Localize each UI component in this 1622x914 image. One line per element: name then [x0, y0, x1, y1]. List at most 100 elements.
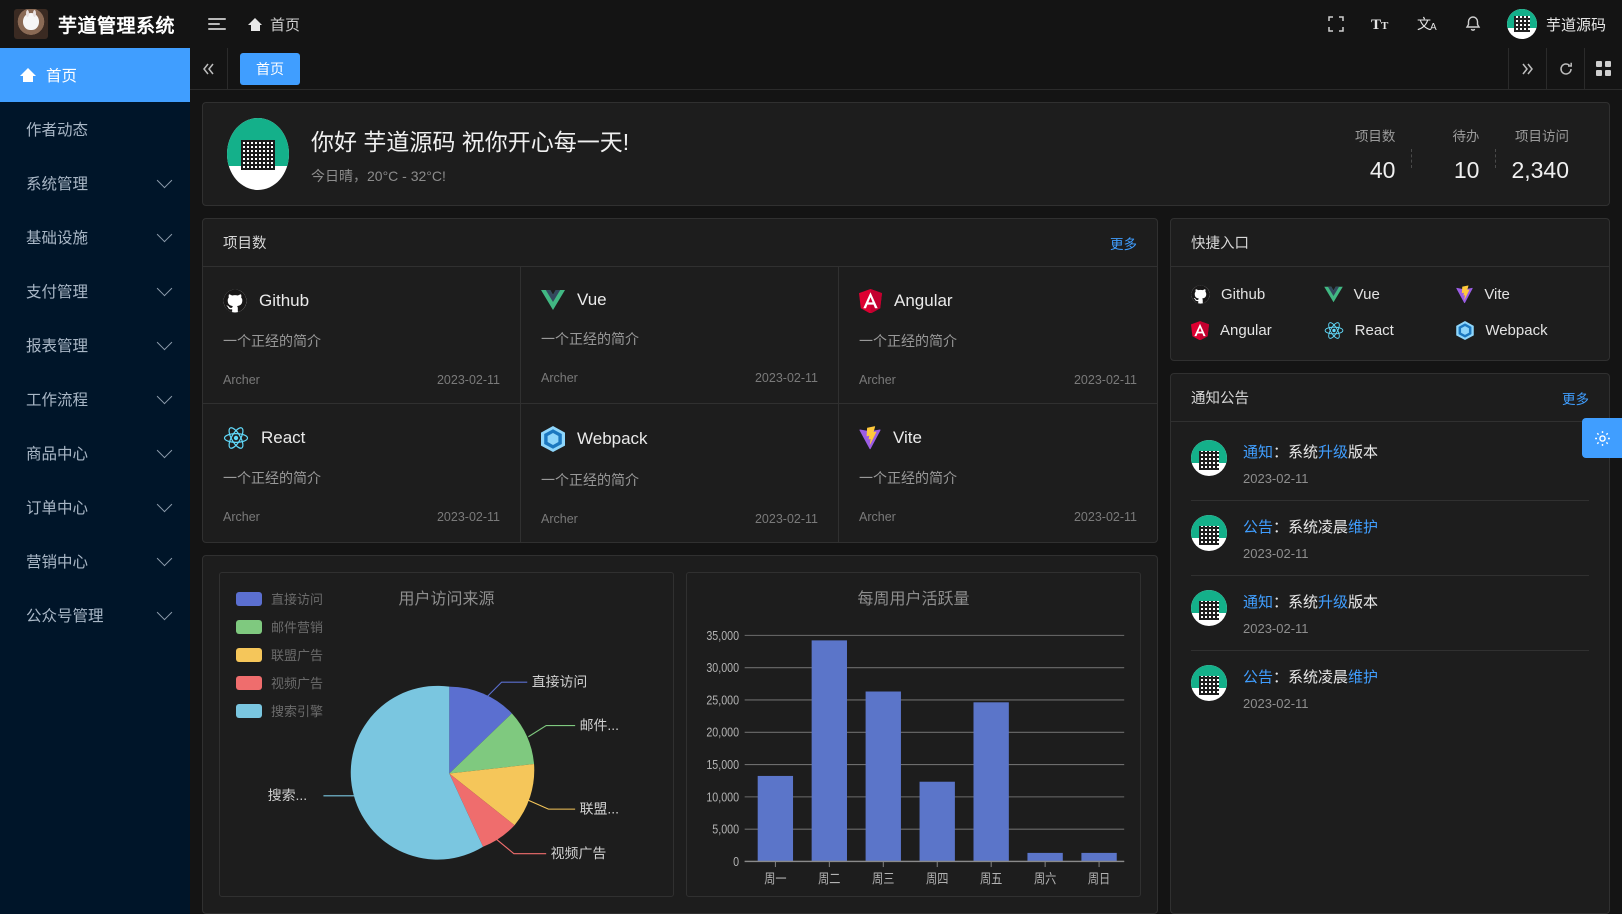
welcome-avatar: [227, 118, 289, 190]
sidebar-item-marketing[interactable]: 营销中心: [0, 534, 190, 588]
brand-title: 芋道管理系统: [58, 15, 176, 37]
stat-value: 10: [1453, 156, 1480, 183]
quick-entry-webpack[interactable]: Webpack: [1456, 321, 1589, 340]
project-card-vite[interactable]: Vite 一个正经的简介 Archer 2023-02-11: [839, 404, 1157, 542]
svg-text:20,000: 20,000: [706, 725, 739, 740]
svg-text:周六: 周六: [1034, 872, 1056, 887]
legend-swatch: [236, 619, 262, 634]
notice-title: 公告：系统凌晨维护: [1243, 666, 1378, 687]
notice-sep: ：系统: [1273, 594, 1319, 611]
project-card-react[interactable]: React 一个正经的简介 Archer 2023-02-11: [203, 404, 521, 542]
legend-label: 直接访问: [271, 592, 324, 607]
project-card-angular[interactable]: Angular 一个正经的简介 Archer 2023-02-11: [839, 267, 1157, 404]
github-icon: [223, 289, 247, 313]
sidebar-item-report[interactable]: 报表管理: [0, 318, 190, 372]
legend-label: 联盟广告: [271, 648, 324, 663]
notice-avatar: [1191, 665, 1227, 701]
notice-item[interactable]: 公告：系统凌晨维护 2023-02-11: [1191, 651, 1589, 725]
stat-projects: 项目数 40: [1327, 125, 1411, 184]
notice-item[interactable]: 通知：系统升级版本 2023-02-11: [1191, 576, 1589, 651]
notice-item[interactable]: 通知：系统升级版本 2023-02-11: [1191, 426, 1589, 501]
sidebar-item-label: 营销中心: [26, 554, 89, 571]
pie-label-video: 视频广告: [551, 845, 607, 861]
fullscreen-icon[interactable]: [1327, 15, 1345, 33]
notices-more-link[interactable]: 更多: [1562, 391, 1589, 407]
notice-avatar: [1191, 440, 1227, 476]
sidebar-item-workflow[interactable]: 工作流程: [0, 372, 190, 426]
sidebar-item-order[interactable]: 订单中心: [0, 480, 190, 534]
notice-prefix: 公告: [1243, 669, 1274, 686]
project-date: 2023-02-11: [436, 373, 500, 387]
pie-slice-search: [350, 685, 484, 860]
topbar: 首页 T T 文 A: [190, 0, 1622, 48]
project-date: 2023-02-11: [754, 371, 818, 385]
quick-entry-vite[interactable]: Vite: [1456, 285, 1589, 304]
quick-entry-card: 快捷入口 Github: [1170, 218, 1610, 361]
bar-series: [757, 640, 1117, 862]
notice-item[interactable]: 公告：系统凌晨维护 2023-02-11: [1191, 501, 1589, 576]
chevron-down-icon: [156, 442, 173, 459]
react-icon: [1324, 322, 1343, 339]
sidebar-item-product[interactable]: 商品中心: [0, 426, 190, 480]
legend-item[interactable]: 直接访问: [236, 589, 323, 608]
tab-home[interactable]: 首页: [240, 52, 300, 85]
legend-item[interactable]: 搜索引擎: [236, 701, 323, 720]
bar-xticks: [774, 861, 1100, 868]
sidebar-item-label: 报表管理: [26, 338, 89, 355]
project-author: Archer: [859, 510, 896, 524]
sidebar-item-system[interactable]: 系统管理: [0, 156, 190, 210]
notice-suffix: 版本: [1348, 594, 1379, 611]
project-card-vue[interactable]: Vue 一个正经的简介 Archer 2023-02-11: [521, 267, 839, 404]
grid-icon[interactable]: [1584, 48, 1622, 89]
sidebar-item-home[interactable]: 首页: [0, 48, 190, 102]
home-icon: [20, 68, 36, 82]
angular-icon: [1191, 321, 1209, 340]
sidebar-item-payment[interactable]: 支付管理: [0, 264, 190, 318]
hamburger-icon[interactable]: [208, 17, 226, 31]
legend-item[interactable]: 联盟广告: [236, 645, 323, 664]
chevron-down-icon: [156, 388, 173, 405]
react-icon: [223, 427, 249, 449]
quick-entry-angular[interactable]: Angular: [1191, 321, 1324, 340]
project-desc: 一个正经的简介: [859, 333, 957, 349]
welcome-banner: 你好 芋道源码 祝你开心每一天! 今日晴，20°C - 32°C! 项目数 40…: [202, 102, 1610, 206]
home-icon: [248, 17, 263, 31]
notice-highlight: 升级: [1318, 594, 1349, 611]
quick-entry-vue[interactable]: Vue: [1323, 285, 1457, 304]
sidebar-item-infra[interactable]: 基础设施: [0, 210, 190, 264]
projects-more-link[interactable]: 更多: [1110, 236, 1137, 252]
legend-label: 邮件营销: [271, 620, 324, 635]
bar-svg-wrap: 35,000 30,000 25,000 20,000 15,000 10,00…: [687, 573, 1140, 896]
tabs-expand-right-icon[interactable]: [1508, 48, 1546, 89]
sidebar-item-label: 支付管理: [26, 284, 89, 301]
svg-text:T: T: [1371, 17, 1381, 33]
legend-swatch: [236, 675, 262, 690]
quick-entry-label: Webpack: [1485, 322, 1548, 339]
bell-icon[interactable]: [1465, 15, 1481, 33]
breadcrumb-home[interactable]: 首页: [248, 14, 300, 35]
quick-entry-react[interactable]: React: [1324, 321, 1457, 340]
project-author: Archer: [541, 371, 578, 385]
notice-title: 通知：系统升级版本: [1243, 591, 1378, 612]
tabs-collapse-left-icon[interactable]: [190, 48, 228, 89]
sidebar-item-mp[interactable]: 公众号管理: [0, 588, 190, 642]
sidebar-item-author-news[interactable]: 作者动态: [0, 102, 190, 156]
projects-grid: Github 一个正经的简介 Archer 2023-02-11: [203, 267, 1157, 542]
chevron-down-icon: [156, 280, 173, 297]
bar-thu: [919, 781, 955, 862]
page-body: 你好 芋道源码 祝你开心每一天! 今日晴，20°C - 32°C! 项目数 40…: [190, 90, 1622, 914]
brand[interactable]: 芋道管理系统: [0, 0, 190, 48]
project-card-webpack[interactable]: Webpack 一个正经的简介 Archer 2023-02-11: [521, 404, 839, 542]
stat-value: 2,340: [1511, 156, 1569, 183]
quick-entry-github[interactable]: Github: [1191, 285, 1324, 304]
pie-slices: [350, 685, 535, 860]
user-menu[interactable]: 芋道源码: [1506, 9, 1606, 39]
legend-item[interactable]: 邮件营销: [236, 617, 323, 636]
translate-icon[interactable]: 文 A: [1417, 15, 1439, 33]
settings-float-button[interactable]: [1582, 418, 1622, 458]
font-size-icon[interactable]: T T: [1371, 15, 1391, 33]
project-card-github[interactable]: Github 一个正经的简介 Archer 2023-02-11: [203, 267, 521, 404]
svg-text:周三: 周三: [872, 872, 894, 887]
legend-item[interactable]: 视频广告: [236, 673, 323, 692]
refresh-icon[interactable]: [1546, 48, 1584, 89]
